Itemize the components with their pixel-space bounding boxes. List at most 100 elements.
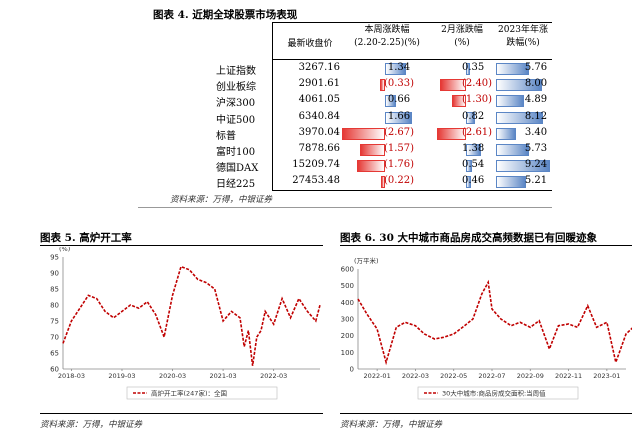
row-name: 富时100 <box>216 147 256 158</box>
ytd-bar <box>496 127 516 140</box>
x-tick-label: 2022-01 <box>364 372 391 380</box>
x-tick-label: 2023-01 <box>593 372 620 380</box>
feb-bar <box>439 79 466 92</box>
week-value: 0.66 <box>387 94 411 106</box>
ytd-bar <box>496 95 525 108</box>
chart5-title-rule <box>40 245 323 246</box>
feb-bar <box>466 160 472 173</box>
header-week: 本周涨跌幅 (2.20-2.25)(%) <box>345 25 429 49</box>
feb-bar <box>466 111 476 124</box>
week-value: (0.33) <box>383 78 415 90</box>
ytd-value: 5.76 <box>524 62 548 73</box>
header-feb-line1: 2月涨跌幅 <box>441 25 483 35</box>
x-tick-label: 2022-05 <box>440 372 467 380</box>
feb-bar <box>437 127 466 140</box>
x-tick-label: 2020-03 <box>159 372 186 380</box>
legend: 高炉开工率(247家)：全国 <box>126 386 278 400</box>
row-close: 15209.74 <box>292 159 340 171</box>
x-tick-label: 2022-09 <box>517 372 544 380</box>
feb-value: (2.61) <box>462 126 493 138</box>
feb-value: 0.54 <box>462 159 485 171</box>
table-title: 图表 4. 近期全球股票市场表现 <box>153 9 298 21</box>
y-tick-label: 90 <box>50 270 59 278</box>
week-bar <box>359 144 385 156</box>
x-tick-label: 2022-03 <box>402 372 429 380</box>
unit-label: (%) <box>59 247 70 253</box>
row-close: 3267.16 <box>298 62 340 73</box>
y-tick-label: 70 <box>50 334 59 342</box>
week-value: (2.67) <box>383 126 415 138</box>
chart5-bottom-rule <box>40 413 323 414</box>
row-name: 日经225 <box>216 179 256 191</box>
ytd-bar <box>496 111 544 124</box>
feb-bar <box>466 176 472 189</box>
y-tick-label: 60 <box>50 366 59 374</box>
series-line <box>357 279 632 366</box>
x-tick-label: 2019-03 <box>108 372 135 380</box>
week-bar <box>356 160 385 173</box>
feb-value: 0.35 <box>462 62 485 73</box>
week-value: 1.66 <box>387 110 411 122</box>
feb-value: 1.38 <box>462 143 485 154</box>
ytd-bar <box>496 176 527 189</box>
y-tick-label: 300 <box>341 316 354 324</box>
feb-bar <box>466 63 470 75</box>
week-bar <box>385 111 412 124</box>
ytd-value: 5.73 <box>524 143 548 154</box>
week-bar <box>342 127 385 140</box>
x-tick-label: 2022-07 <box>478 372 505 380</box>
row-name: 中证500 <box>216 114 256 126</box>
row-name: 德国DAX <box>216 163 259 175</box>
week-bar <box>379 79 385 92</box>
legend-label: 高炉开工率(247家)：全国 <box>151 389 227 398</box>
unit-label: (万平米) <box>354 256 379 265</box>
week-bar <box>385 95 396 108</box>
x-tick-label: 2022-03 <box>260 372 287 380</box>
header-feb: 2月涨跌幅 (%) <box>429 25 495 49</box>
table-left-border <box>272 22 273 190</box>
ytd-value: 8.00 <box>524 78 548 90</box>
feb-bar <box>466 144 482 156</box>
x-tick-label: 2018-03 <box>58 372 85 380</box>
ytd-bar <box>496 63 530 75</box>
row-close: 7878.66 <box>298 143 340 154</box>
ytd-bar <box>496 79 543 92</box>
y-tick-label: 0 <box>350 366 354 374</box>
ytd-value: 4.89 <box>524 94 548 106</box>
legend-label: 30大中城市:商品房成交面积:当周值 <box>442 389 546 398</box>
chart5-title: 图表 5. 高炉开工率 <box>40 232 132 244</box>
header-week-line1: 本周涨跌幅 <box>364 25 410 35</box>
week-bar <box>385 63 407 75</box>
x-tick-label: 2022-11 <box>555 372 582 380</box>
chart6-title-rule <box>340 245 632 246</box>
ytd-bar <box>496 160 550 173</box>
y-tick-label: 85 <box>50 286 59 294</box>
ytd-bar <box>496 144 530 156</box>
table-source: 资料来源：万得，中银证券 <box>170 195 273 205</box>
legend-box <box>126 386 278 400</box>
header-ytd-line2: 跌幅(%) <box>506 38 540 48</box>
row-close: 6340.84 <box>298 110 340 122</box>
chart5-source: 资料来源：万得，中银证券 <box>40 420 143 430</box>
ytd-value: 9.24 <box>524 159 548 171</box>
legend-box <box>417 386 579 400</box>
y-tick-label: 75 <box>50 318 59 326</box>
chart6-bottom-rule <box>340 413 632 414</box>
chart6-title: 图表 6. 30 大中城市商品房成交高频数据已有回暖迹象 <box>340 232 598 244</box>
housing-transaction-chart: (万平米) 0 100 200 300 400 500 600 2022-01 2022-03 20… <box>341 256 632 400</box>
row-name: 标普 <box>216 130 236 142</box>
week-value: (1.57) <box>383 143 415 154</box>
week-value: (0.22) <box>383 175 415 187</box>
series-line <box>62 265 321 366</box>
week-value: 1.34 <box>387 62 411 73</box>
header-feb-line2: (%) <box>454 38 470 48</box>
row-close: 4061.05 <box>298 94 340 106</box>
ytd-value: 3.40 <box>524 126 548 138</box>
y-tick-label: 400 <box>341 299 354 307</box>
table-header-rule <box>272 59 552 60</box>
y-tick-label: 200 <box>341 332 354 340</box>
header-ytd-line1: 2023年年涨 <box>498 25 548 35</box>
table-bottom-rule <box>272 190 552 191</box>
y-tick-label: 100 <box>341 349 354 357</box>
y-tick-label: 80 <box>50 302 59 310</box>
